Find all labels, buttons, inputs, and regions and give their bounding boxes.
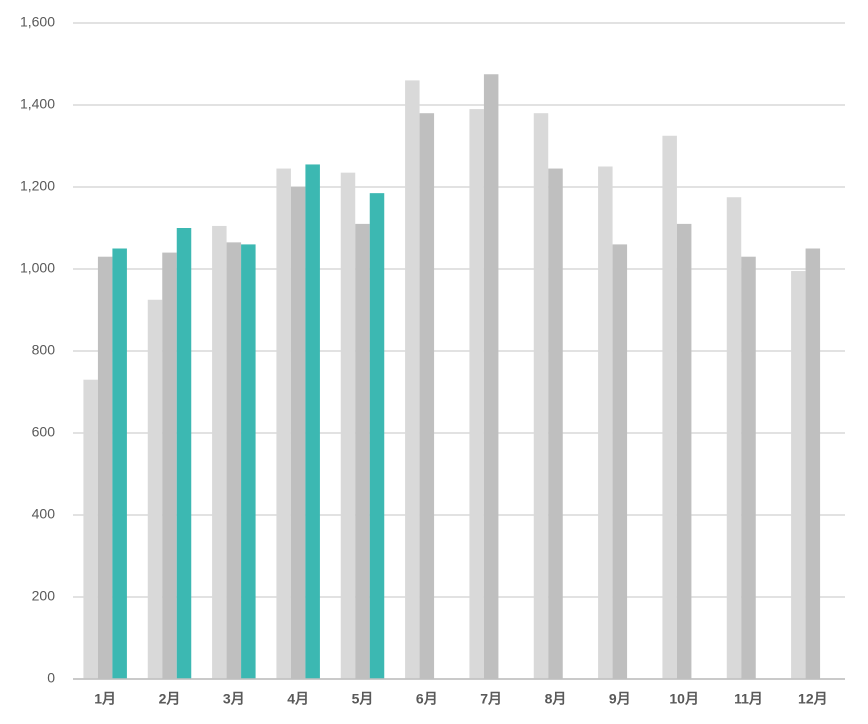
y-tick-label: 200 — [32, 588, 56, 604]
bar — [662, 135, 677, 679]
bar — [483, 74, 499, 679]
bar — [147, 299, 163, 679]
bar — [533, 113, 549, 679]
bar — [355, 223, 370, 679]
bar — [741, 256, 756, 679]
x-tick-label: 3月 — [223, 691, 245, 707]
bar — [112, 248, 127, 679]
y-tick-label: 400 — [32, 506, 56, 522]
x-tick-label: 6月 — [416, 691, 438, 707]
x-tick-label: 4月 — [287, 691, 309, 707]
bar — [176, 228, 192, 679]
y-tick-label: 1,600 — [20, 14, 55, 30]
bar — [791, 271, 806, 679]
x-tick-label: 11月 — [734, 691, 763, 707]
y-tick-label: 800 — [32, 342, 56, 358]
x-tick-label: 2月 — [159, 691, 181, 707]
bar — [212, 225, 227, 679]
bar — [305, 164, 320, 679]
bar — [340, 172, 356, 679]
x-tick-label: 10月 — [669, 691, 699, 707]
y-tick-label: 0 — [47, 670, 55, 686]
x-tick-label: 12月 — [798, 691, 828, 707]
bar — [276, 168, 291, 680]
bar — [598, 166, 613, 679]
x-tick-label: 7月 — [480, 691, 502, 707]
bar — [290, 187, 306, 679]
bar — [419, 113, 435, 679]
x-tick-label: 5月 — [352, 691, 374, 707]
bar — [805, 248, 821, 679]
bar — [405, 80, 420, 679]
y-tick-label: 1,400 — [20, 96, 55, 112]
bar — [548, 168, 563, 680]
y-tick-label: 1,200 — [20, 178, 55, 194]
bar — [676, 223, 692, 679]
bar — [612, 244, 628, 679]
y-tick-label: 600 — [32, 424, 56, 440]
bar — [162, 252, 177, 679]
x-tick-label: 1月 — [94, 691, 116, 707]
x-tick-label: 8月 — [545, 691, 567, 707]
x-tick-label: 9月 — [609, 691, 631, 707]
bar — [83, 379, 98, 679]
y-tick-label: 1,000 — [20, 260, 55, 276]
bar — [226, 242, 242, 679]
bar — [97, 256, 113, 679]
bar — [369, 193, 385, 679]
bar — [241, 244, 256, 679]
bar — [469, 109, 484, 680]
bar — [726, 197, 742, 679]
